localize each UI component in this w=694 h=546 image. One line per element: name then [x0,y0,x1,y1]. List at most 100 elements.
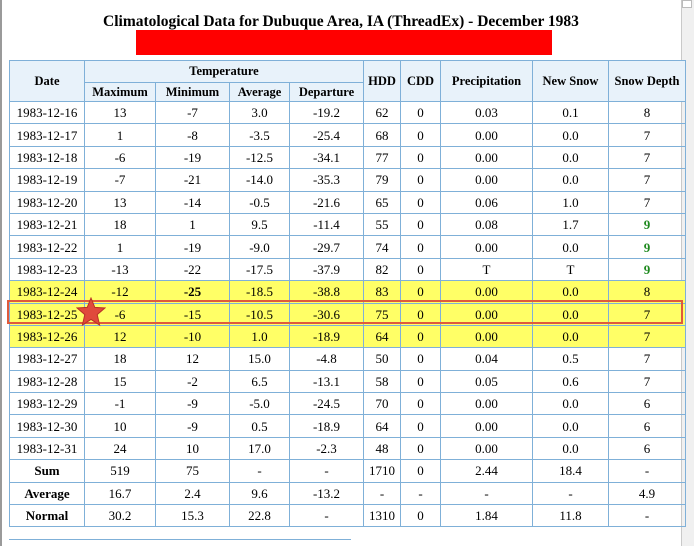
summary-maximum: 30.2 [85,505,156,528]
summary-new-snow: - [533,482,609,506]
table-row: 1983-12-29 -1 -9 -5.0 -24.5 70 0 0.00 0.0 6 [10,393,686,416]
cell-date: 1983-12-29 [10,393,85,416]
table-row: 1983-12-27 18 12 15.0 -4.8 50 0 0.04 0.5 7 [10,348,686,371]
cell-date: 1983-12-16 [10,102,85,125]
cell-precipitation: 0.03 [441,102,533,125]
header-minimum: Minimum [156,83,230,102]
cell-departure: -19.2 [290,102,364,125]
cell-average: 15.0 [230,348,290,371]
summary-hdd: - [364,482,401,506]
cell-maximum: 15 [85,370,156,394]
page-title: Climatological Data for Dubuque Area, IA… [103,13,579,30]
table-footer-line [9,539,351,543]
cell-maximum: 18 [85,213,156,237]
cell-precipitation: 0.04 [441,348,533,371]
cell-average: -14.0 [230,169,290,192]
cell-date: 1983-12-26 [10,325,85,349]
cell-snow-depth: 7 [609,370,686,394]
summary-average: 9.6 [230,482,290,506]
redaction-bar [136,30,552,55]
cell-hdd: 62 [364,102,401,125]
cell-departure: -13.1 [290,370,364,394]
header-new-snow: New Snow [533,61,609,102]
cell-minimum: -25 [156,281,230,304]
cell-average: -9.0 [230,236,290,259]
cell-cdd: 0 [401,415,441,438]
cell-cdd: 0 [401,102,441,125]
scrollbar[interactable] [681,0,694,546]
cell-maximum: 18 [85,348,156,371]
table-row: 1983-12-28 15 -2 6.5 -13.1 58 0 0.05 0.6 7 [10,370,686,394]
cell-minimum: -7 [156,102,230,125]
cell-average: 3.0 [230,102,290,125]
summary-average: 22.8 [230,505,290,528]
cell-maximum: 13 [85,191,156,214]
cell-cdd: 0 [401,124,441,147]
cell-cdd: 0 [401,325,441,349]
cell-minimum: -10 [156,325,230,349]
cell-date: 1983-12-21 [10,213,85,237]
cell-hdd: 77 [364,146,401,170]
close-icon[interactable] [682,0,692,8]
cell-minimum: -21 [156,169,230,192]
summary-row: Average 16.7 2.4 9.6 -13.2- - - -4.9 [10,482,686,506]
table-row: 1983-12-16 13 -7 3.0 -19.2 62 0 0.03 0.1 8 [10,102,686,125]
summary-snow-depth: - [609,460,686,483]
summary-maximum: 519 [85,460,156,483]
cell-hdd: 75 [364,303,401,326]
cell-minimum: 12 [156,348,230,371]
cell-date: 1983-12-24 [10,281,85,304]
cell-maximum: 10 [85,415,156,438]
cell-cdd: 0 [401,281,441,304]
red-star-icon [76,297,106,327]
summary-cdd: 0 [401,505,441,528]
cell-departure: -11.4 [290,213,364,237]
cell-average: 1.0 [230,325,290,349]
summary-average: - [230,460,290,483]
cell-average: -10.5 [230,303,290,326]
cell-departure: -38.8 [290,281,364,304]
cell-snow-depth: 6 [609,415,686,438]
cell-snow-depth: 7 [609,169,686,192]
cell-hdd: 64 [364,415,401,438]
cell-precipitation: 0.00 [441,437,533,461]
cell-hdd: 48 [364,437,401,461]
table-row: 1983-12-18 -6 -19 -12.5 -34.1 77 0 0.00 0.0 7 [10,146,686,170]
cell-departure: -21.6 [290,191,364,214]
cell-maximum: -12 [85,281,156,304]
cell-new-snow: 0.0 [533,236,609,259]
cell-minimum: -19 [156,146,230,170]
table-row: 1983-12-25 -6 -15 -10.5 -30.6 75 0 0.00 0.0 7 [10,303,686,326]
cell-snow-depth: 7 [609,325,686,349]
cell-minimum: 10 [156,437,230,461]
cell-precipitation: 0.06 [441,191,533,214]
header-average: Average [230,83,290,102]
cell-maximum: 1 [85,236,156,259]
cell-maximum: -1 [85,393,156,416]
cell-cdd: 0 [401,303,441,326]
cell-maximum: -7 [85,169,156,192]
cell-precipitation: 0.05 [441,370,533,394]
cell-new-snow: 0.5 [533,348,609,371]
header-precipitation: Precipitation [441,61,533,102]
cell-date: 1983-12-20 [10,191,85,214]
cell-date: 1983-12-30 [10,415,85,438]
cell-new-snow: 0.0 [533,325,609,349]
cell-date: 1983-12-25 [10,303,85,326]
cell-departure: -18.9 [290,415,364,438]
cell-new-snow: 1.7 [533,213,609,237]
window-left-edge [0,0,2,546]
cell-snow-depth: 7 [609,348,686,371]
cell-cdd: 0 [401,370,441,394]
cell-date: 1983-12-18 [10,146,85,170]
cell-departure: -18.9 [290,325,364,349]
cell-date: 1983-12-27 [10,348,85,371]
cell-precipitation: 0.00 [441,393,533,416]
cell-snow-depth: 7 [609,191,686,214]
cell-new-snow: 0.0 [533,146,609,170]
cell-snow-depth: 8 [609,281,686,304]
table-row: 1983-12-17 1 -8 -3.5 -25.4 68 0 0.00 0.0 7 [10,124,686,147]
cell-average: 9.5 [230,213,290,237]
cell-snow-depth: 9 [609,213,686,237]
summary-precipitation: 2.44 [441,460,533,483]
